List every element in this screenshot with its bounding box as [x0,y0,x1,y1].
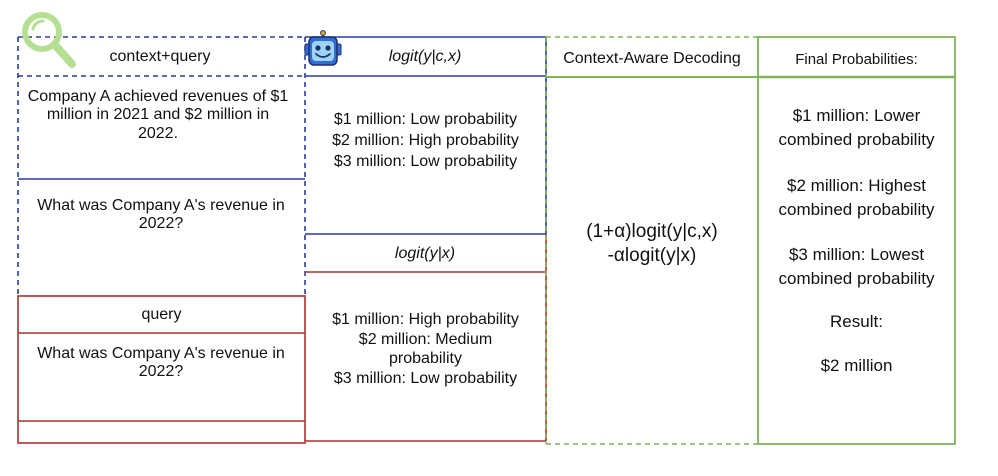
final-box-outline [757,36,956,445]
context-query-box-outline [17,36,306,296]
result-label: Result: [830,312,883,331]
query-header: query [141,306,182,323]
final-item-3: $3 million: Lowest combined probability [778,245,935,288]
logit-context-list: $1 million: Low probability $2 million: … [308,110,543,172]
query-box-outline [17,295,306,444]
final-header: Final Probabilities: [795,51,918,68]
magnifier-icon [22,12,76,68]
decoding-header: Context-Aware Decoding [563,50,741,67]
decoding-formula: (1+α)logit(y|c,x) -αlogit(y|x) [548,220,756,268]
robot-icon [304,30,342,66]
decoding-box-outline [545,36,758,445]
logit-context-header: logit(y|c,x) [388,48,462,65]
logit-plain-list: $1 million: High probability $2 million:… [308,311,543,389]
result-value: $2 million [820,356,893,375]
logit-plain-line: $1 million: High probability [332,311,519,328]
formula-line-2: -αlogit(y|x) [607,244,697,266]
logit-context-line: $3 million: Low probability [333,152,518,170]
final-item-1: $1 million: Lower combined probability [778,106,935,149]
formula-line-1: (1+α)logit(y|c,x) [586,221,718,242]
logit-plain-line: $2 million: Medium probability [358,331,493,367]
context-question-text: What was Company A's revenue in 2022? [37,197,285,233]
logit-context-line: $2 million: High probability [332,131,519,149]
context-query-header: context+query [109,48,211,65]
context-text: Company A achieved revenues of $1 millio… [27,88,289,142]
logit-plain-line: $3 million: Low probability [333,370,518,388]
query-question-text: What was Company A's revenue in 2022? [37,345,285,381]
logit-context-line: $1 million: Low probability [333,111,518,128]
logit-plain-header: logit(y|x) [394,245,456,262]
final-item-2: $2 million: Highest combined probability [778,176,935,219]
